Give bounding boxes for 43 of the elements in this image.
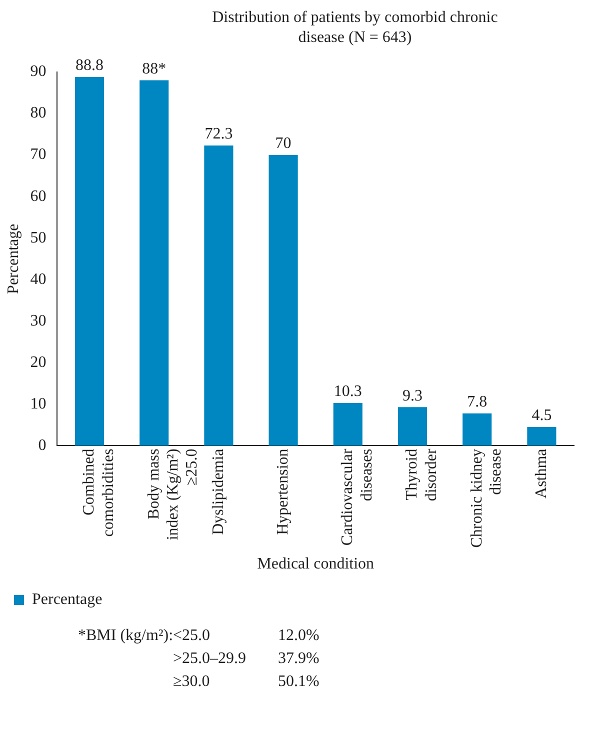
chart-title: Distribution of patients by comorbid chronic disease (N = 643) [211, 8, 499, 48]
y-tick-label: 60 [30, 188, 46, 205]
x-tick-label: Combined comorbidities [80, 448, 117, 537]
data-label: 10.3 [334, 383, 362, 400]
y-tick-label: 80 [30, 104, 46, 122]
y-tick-label: 10 [30, 395, 46, 412]
y-tick-label: 70 [30, 146, 46, 164]
bar [268, 155, 298, 446]
x-tick-label: Body mass index (Kg/m²) ≥25.0 [145, 448, 201, 540]
data-label: 88.8 [76, 57, 104, 74]
bar [140, 80, 169, 446]
x-tick-label: Asthma [532, 448, 550, 498]
text: *BMI (kg/m²): [78, 626, 174, 646]
text: <25.0 [173, 626, 212, 646]
bar [398, 407, 428, 446]
bar [204, 145, 234, 446]
data-label: 72.3 [204, 126, 233, 143]
y-tick-label: 90 [30, 63, 46, 80]
x-tick-label: Hypertension [274, 448, 292, 535]
bar [333, 402, 362, 446]
x-axis-title: Medical condition [257, 556, 374, 573]
y-tick-label: 20 [30, 354, 46, 371]
legend-label: Percentage [32, 591, 102, 608]
bar [527, 427, 556, 446]
bar [74, 76, 104, 446]
text: 37.9% [278, 649, 320, 669]
text: 50.1% [278, 672, 320, 692]
data-label: 7.8 [467, 394, 488, 411]
text: >25.0–29.9 [173, 649, 248, 669]
data-label: 9.3 [402, 387, 422, 404]
y-tick-label: 0 [38, 436, 46, 454]
data-label: 88* [142, 60, 166, 78]
x-tick-label: Cardiovascular diseases [339, 448, 376, 546]
y-axis-title: Percentage [4, 224, 22, 294]
data-label: 4.5 [532, 407, 552, 424]
y-tick-label: 30 [30, 312, 46, 330]
text: ≥30.0 [173, 672, 211, 692]
data-label: 70 [275, 135, 292, 152]
text: 12.0% [278, 626, 320, 646]
y-tick-label: 40 [30, 270, 46, 288]
bar [462, 413, 492, 446]
y-tick-label: 50 [30, 229, 46, 246]
x-tick-label: Dyslipidemia [210, 448, 227, 535]
